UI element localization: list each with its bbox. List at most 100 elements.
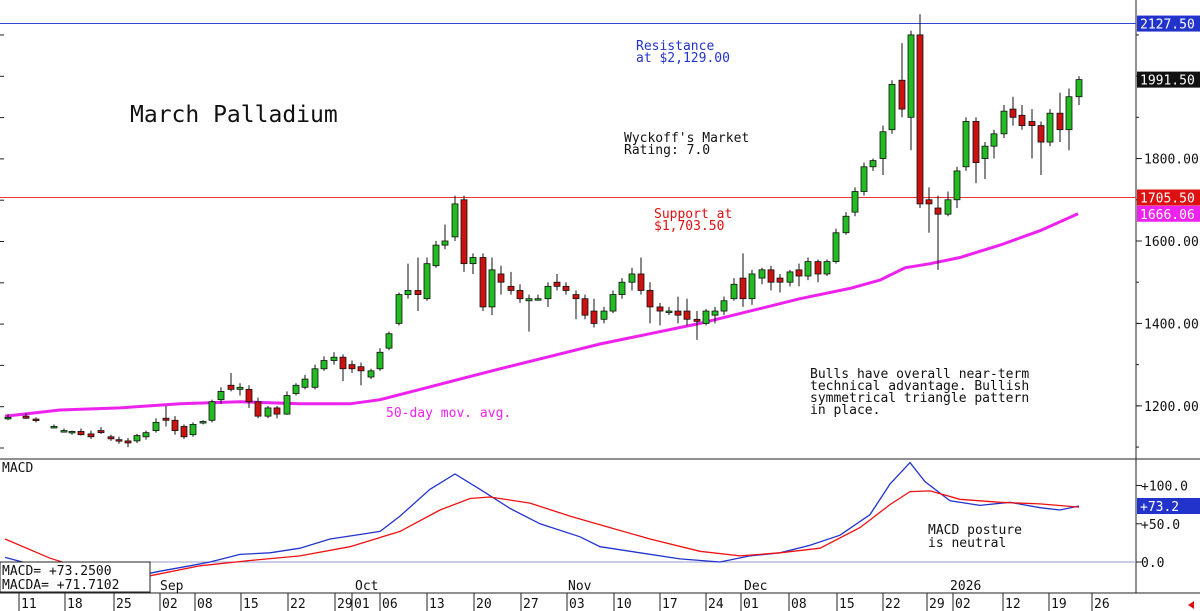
candle <box>562 282 570 295</box>
candle-body <box>916 34 924 205</box>
candle <box>823 259 831 277</box>
candle <box>414 257 422 312</box>
candle-body <box>385 333 393 349</box>
price-tag-label: 1666.06 <box>1140 208 1195 223</box>
candle <box>990 129 998 159</box>
candle <box>842 212 850 235</box>
candle <box>227 372 235 392</box>
candle-body <box>208 401 216 421</box>
candle-body <box>395 294 403 324</box>
price-tag: 1991.50 <box>1137 71 1200 89</box>
candle-body <box>451 203 459 238</box>
candle-body <box>776 277 784 283</box>
candle-body <box>581 298 589 316</box>
annotation-text: Resistance <box>636 39 714 54</box>
macd-price-tags: +73.2 <box>1137 498 1200 515</box>
candle <box>814 259 822 283</box>
x-tick-label: 02 <box>162 597 178 611</box>
y-tick-label: 1600.00 <box>1144 235 1199 250</box>
annotation-text: Wyckoff's Market <box>624 131 749 146</box>
candle <box>693 311 701 340</box>
candle <box>898 43 906 118</box>
candle-body <box>665 310 673 313</box>
chart-title: March Palladium <box>130 102 338 128</box>
candle-body <box>171 419 179 431</box>
macd-annotation-text: MACD posture <box>928 523 1022 538</box>
candle <box>804 257 812 281</box>
candle-body <box>245 388 253 403</box>
y-tick-label: 1400.00 <box>1144 317 1199 332</box>
candle <box>981 142 989 180</box>
candle <box>50 424 58 429</box>
candle-body <box>68 431 76 434</box>
x-tick-label: 29 <box>929 597 945 611</box>
candle <box>1075 76 1083 105</box>
candle-body <box>869 160 877 168</box>
candle-body <box>311 368 319 388</box>
candle <box>525 294 533 332</box>
candle-body <box>357 366 365 372</box>
candle <box>609 290 617 314</box>
candle-body <box>227 384 235 390</box>
macd-series-line <box>4 461 1080 578</box>
candle-body <box>77 431 85 436</box>
x-tick-label: 25 <box>116 597 132 611</box>
x-axis: 11 18 25 02 08 15 22 29 01 06 13 20 27 03 10 17 24 01 08 15… <box>18 579 1194 611</box>
candle-body <box>1065 96 1073 131</box>
candle-body <box>628 273 636 283</box>
candle <box>460 195 468 272</box>
price-tag-box <box>1137 205 1200 222</box>
candle-body <box>758 269 766 279</box>
candle-body <box>981 145 989 159</box>
annotation-text: in place. <box>810 403 880 418</box>
candle-body <box>320 360 328 370</box>
candle <box>730 278 738 301</box>
x-tick-label: 11 <box>21 597 37 611</box>
annotation-text: symmetrical triangle pattern <box>810 391 1029 406</box>
candle-body <box>273 407 281 415</box>
candle-body <box>124 440 132 444</box>
candle <box>376 348 384 371</box>
candle <box>497 265 505 295</box>
candle-body <box>888 83 896 131</box>
candle <box>1056 92 1064 143</box>
candle-body <box>609 294 617 312</box>
candle <box>152 418 160 433</box>
macd-legend-entry: MACD= +73.2500 <box>2 564 112 579</box>
candle-body <box>934 207 942 215</box>
candle <box>1018 104 1026 130</box>
candle <box>133 433 141 443</box>
candle-body <box>254 401 262 417</box>
candle <box>1000 104 1008 138</box>
candle-body <box>4 416 12 420</box>
candle-body <box>739 277 747 300</box>
candle <box>776 273 784 293</box>
candle-body <box>814 261 822 275</box>
candle-body <box>1075 79 1083 98</box>
candle <box>907 30 915 151</box>
candle <box>264 405 272 419</box>
macd-panel-title: MACD <box>2 461 33 476</box>
candle <box>236 383 244 396</box>
candle <box>869 158 877 171</box>
candle-body <box>217 391 225 401</box>
candle <box>553 273 561 291</box>
candle-body <box>1009 108 1017 118</box>
candle <box>1009 96 1017 126</box>
candle <box>1046 109 1054 147</box>
candle <box>972 117 980 184</box>
candle <box>60 428 68 433</box>
candle <box>879 125 887 176</box>
candle-body <box>907 34 915 118</box>
candle-body <box>720 300 728 312</box>
candle-body <box>683 310 691 320</box>
macd-annotations: MACD MACD posture is neutral MACD= +73.25… <box>0 461 1022 593</box>
candle-body <box>730 283 738 300</box>
candle-body <box>236 386 244 390</box>
candle <box>348 360 356 373</box>
candle <box>637 257 645 295</box>
candle <box>171 416 179 435</box>
